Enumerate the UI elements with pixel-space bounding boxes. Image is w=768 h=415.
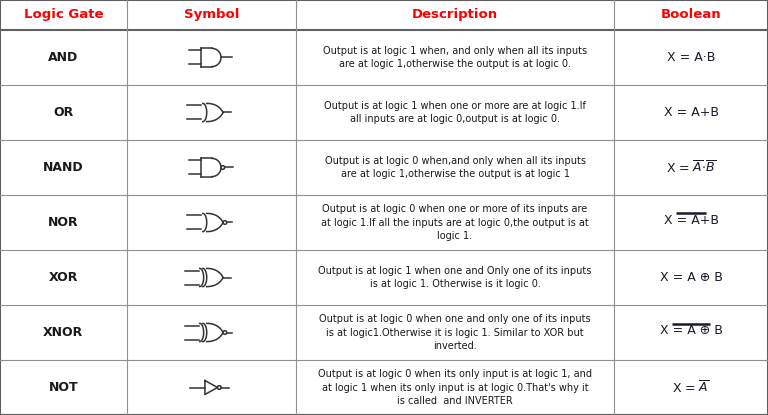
Text: X = A·B: X = A·B xyxy=(667,51,715,64)
Text: Output is at logic 0 when its only input is at logic 1, and
at logic 1 when its : Output is at logic 0 when its only input… xyxy=(318,369,592,406)
Text: Boolean: Boolean xyxy=(661,8,721,22)
Text: NOR: NOR xyxy=(48,216,78,229)
Text: Output is at logic 0 when one or more of its inputs are
at logic 1.If all the in: Output is at logic 0 when one or more of… xyxy=(321,204,589,241)
Text: Output is at logic 0 when one and only one of its inputs
is at logic1.Otherwise : Output is at logic 0 when one and only o… xyxy=(319,314,591,351)
Text: AND: AND xyxy=(48,51,78,64)
Text: Output is at logic 1 when one and Only one of its inputs
is at logic 1. Otherwis: Output is at logic 1 when one and Only o… xyxy=(319,266,591,289)
Text: Output is at logic 1 when one or more are at logic 1.If
all inputs are at logic : Output is at logic 1 when one or more ar… xyxy=(324,101,586,124)
Text: Logic Gate: Logic Gate xyxy=(24,8,103,22)
Text: NOT: NOT xyxy=(48,381,78,394)
Text: X = A+B: X = A+B xyxy=(664,214,719,227)
Text: X = $\overline{A}$: X = $\overline{A}$ xyxy=(673,379,710,395)
Text: X = A+B: X = A+B xyxy=(664,106,719,119)
Text: NAND: NAND xyxy=(43,161,84,174)
Text: Symbol: Symbol xyxy=(184,8,239,22)
Text: Description: Description xyxy=(412,8,498,22)
Text: XNOR: XNOR xyxy=(43,326,84,339)
Text: Output is at logic 1 when, and only when all its inputs
are at logic 1,otherwise: Output is at logic 1 when, and only when… xyxy=(323,46,587,69)
Text: XOR: XOR xyxy=(48,271,78,284)
Text: OR: OR xyxy=(53,106,74,119)
Text: Output is at logic 0 when,and only when all its inputs
are at logic 1,otherwise : Output is at logic 0 when,and only when … xyxy=(325,156,585,179)
Text: X = $\overline{A}$$\cdot$$\overline{B}$: X = $\overline{A}$$\cdot$$\overline{B}$ xyxy=(666,159,717,176)
Text: X = A ⊕ B: X = A ⊕ B xyxy=(660,271,723,284)
Text: X = A ⊕ B: X = A ⊕ B xyxy=(660,324,723,337)
